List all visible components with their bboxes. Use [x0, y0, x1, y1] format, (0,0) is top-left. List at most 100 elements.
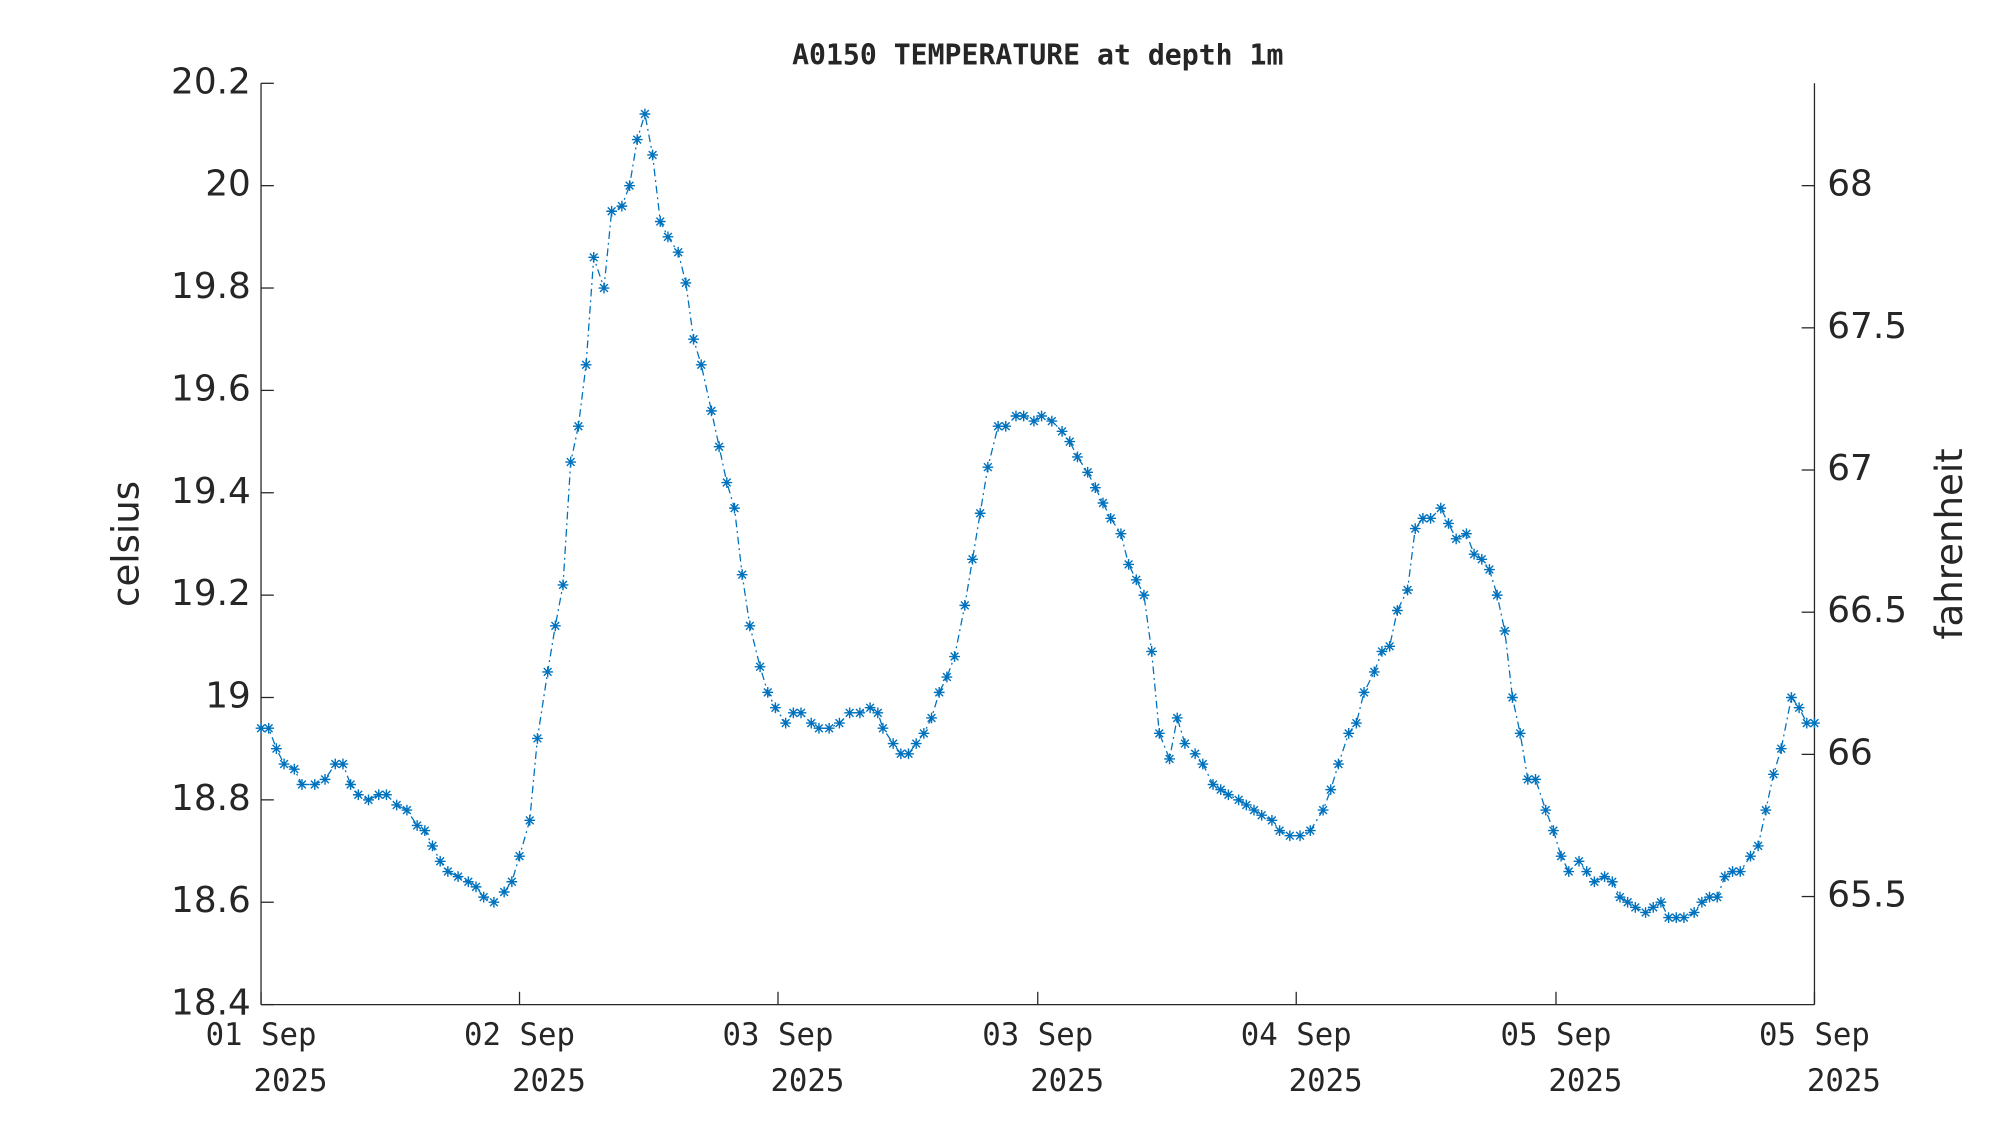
data-marker: [729, 502, 740, 514]
data-marker: [498, 886, 510, 898]
data-marker: [309, 779, 321, 790]
data-marker: [1614, 891, 1626, 903]
data-marker: [1317, 804, 1329, 816]
data-marker: [1678, 912, 1690, 923]
data-marker: [271, 743, 282, 755]
data-marker: [1097, 497, 1109, 509]
data-marker: [1105, 512, 1117, 524]
data-marker: [762, 687, 774, 698]
x-tick-label: 2025: [512, 1063, 586, 1099]
data-marker: [695, 359, 707, 371]
data-marker: [462, 876, 474, 888]
x-tick-label: 2025: [1807, 1063, 1881, 1099]
data-marker: [488, 896, 500, 908]
data-marker: [624, 180, 635, 192]
data-marker: [672, 246, 684, 258]
data-marker: [1240, 799, 1252, 811]
y-tick-label: 18.8: [171, 778, 251, 819]
data-marker: [1248, 804, 1260, 816]
data-marker: [1000, 420, 1012, 432]
data-marker: [1663, 912, 1674, 923]
data-marker: [263, 722, 275, 734]
data-marker: [1588, 876, 1600, 888]
data-marker: [780, 717, 792, 729]
data-marker: [844, 707, 856, 719]
data-marker: [992, 420, 1004, 432]
data-marker: [1138, 589, 1150, 601]
data-marker: [345, 779, 356, 790]
data-marker: [1670, 912, 1682, 923]
data-marker: [706, 405, 717, 417]
data-marker: [557, 579, 569, 591]
data-marker: [1368, 666, 1380, 678]
data-marker: [1056, 425, 1068, 437]
data-marker: [319, 774, 331, 785]
data-marker: [1522, 774, 1534, 785]
data-marker: [713, 441, 725, 453]
data-marker: [1294, 830, 1306, 842]
data-marker: [1599, 871, 1610, 883]
data-marker: [542, 666, 554, 678]
data-marker: [1304, 825, 1316, 836]
data-marker: [688, 333, 699, 345]
data-marker: [1046, 415, 1058, 427]
data-marker: [1064, 436, 1076, 447]
data-marker: [337, 758, 349, 770]
data-marker: [1417, 512, 1429, 524]
data-marker: [296, 779, 308, 790]
data-marker: [506, 876, 518, 888]
data-marker: [1146, 646, 1158, 657]
y2-axis-label: fahrenheit: [1928, 448, 1971, 639]
data-marker: [278, 758, 290, 770]
data-marker: [1727, 866, 1738, 877]
data-marker: [1530, 774, 1541, 785]
data-marker: [1333, 758, 1344, 770]
data-marker: [1711, 891, 1723, 903]
data-marker: [864, 702, 876, 714]
data-marker: [834, 717, 845, 729]
data-marker: [1223, 789, 1234, 801]
data-marker: [549, 620, 561, 632]
data-marker: [1358, 687, 1370, 698]
data-marker: [1786, 692, 1797, 703]
data-marker: [1130, 574, 1142, 586]
data-marker: [1514, 727, 1526, 739]
data-marker: [1215, 784, 1227, 796]
y2-tick-label: 68: [1827, 164, 1873, 205]
data-marker: [823, 722, 835, 734]
data-marker: [1343, 727, 1355, 739]
data-marker: [805, 717, 817, 729]
data-marker: [639, 108, 651, 120]
data-marker: [478, 891, 490, 903]
data-marker: [918, 727, 930, 739]
data-marker: [654, 216, 666, 227]
y2-tick-label: 65.5: [1827, 875, 1907, 916]
data-marker: [1629, 901, 1641, 913]
data-marker: [1450, 533, 1462, 545]
data-marker: [1745, 850, 1756, 862]
data-marker: [982, 461, 994, 473]
x-tick-label: 2025: [1289, 1063, 1363, 1099]
data-marker: [1028, 415, 1040, 427]
y-tick-label: 19.4: [171, 471, 251, 512]
data-marker: [573, 420, 584, 432]
data-marker: [1499, 625, 1511, 637]
data-marker: [1563, 866, 1575, 877]
data-marker: [1801, 717, 1813, 729]
data-marker: [411, 820, 423, 831]
data-marker: [352, 789, 364, 801]
data-marker: [1688, 907, 1700, 918]
data-marker: [1207, 779, 1219, 790]
data-marker: [1468, 548, 1480, 560]
data-marker: [452, 871, 464, 883]
data-marker: [680, 277, 692, 289]
x-tick-label: 02 Sep: [464, 1017, 575, 1053]
data-marker: [1153, 727, 1165, 739]
data-marker: [1606, 876, 1618, 888]
x-tick-label: 2025: [1030, 1063, 1104, 1099]
data-marker: [795, 707, 807, 719]
data-marker: [1548, 825, 1559, 836]
data-marker: [1435, 502, 1447, 514]
